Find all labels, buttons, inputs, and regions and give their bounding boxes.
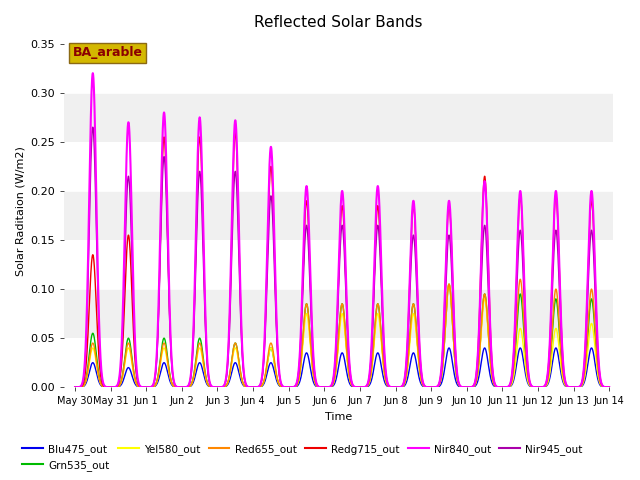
Yel580_out bbox=[180, 384, 188, 390]
Redg715_out bbox=[180, 384, 188, 390]
Line: Redg715_out: Redg715_out bbox=[75, 132, 609, 387]
Bar bbox=[65, 93, 613, 142]
Blu475_out bbox=[604, 384, 611, 390]
Title: Reflected Solar Bands: Reflected Solar Bands bbox=[254, 15, 423, 30]
Y-axis label: Solar Raditaion (W/m2): Solar Raditaion (W/m2) bbox=[15, 145, 25, 276]
Nir840_out bbox=[180, 384, 188, 390]
Yel580_out bbox=[186, 384, 193, 390]
Red655_out bbox=[604, 384, 611, 390]
X-axis label: Time: Time bbox=[325, 412, 352, 422]
Grn535_out bbox=[271, 365, 279, 371]
Nir840_out bbox=[605, 384, 613, 390]
Line: Blu475_out: Blu475_out bbox=[75, 348, 609, 387]
Nir840_out bbox=[71, 384, 79, 390]
Blu475_out bbox=[186, 384, 193, 390]
Nir945_out bbox=[186, 381, 193, 387]
Nir840_out bbox=[186, 380, 193, 386]
Line: Yel580_out: Yel580_out bbox=[75, 284, 609, 387]
Redg715_out bbox=[232, 129, 239, 135]
Grn535_out bbox=[604, 384, 611, 390]
Yel580_out bbox=[445, 281, 453, 287]
Blu475_out bbox=[605, 384, 613, 390]
Red655_out bbox=[516, 276, 524, 282]
Nir945_out bbox=[180, 384, 188, 390]
Nir840_out bbox=[604, 384, 611, 390]
Nir945_out bbox=[604, 384, 611, 390]
Redg715_out bbox=[492, 383, 499, 388]
Yel580_out bbox=[605, 384, 613, 390]
Nir945_out bbox=[605, 384, 613, 390]
Nir945_out bbox=[416, 355, 424, 361]
Grn535_out bbox=[180, 384, 188, 390]
Nir840_out bbox=[271, 264, 279, 269]
Blu475_out bbox=[180, 384, 188, 390]
Red655_out bbox=[416, 367, 424, 373]
Nir840_out bbox=[492, 383, 500, 388]
Yel580_out bbox=[492, 384, 499, 389]
Legend: Blu475_out, Grn535_out, Yel580_out, Red655_out, Redg715_out, Nir840_out, Nir945_: Blu475_out, Grn535_out, Yel580_out, Red6… bbox=[18, 439, 587, 475]
Yel580_out bbox=[271, 364, 279, 370]
Line: Nir840_out: Nir840_out bbox=[75, 73, 609, 387]
Grn535_out bbox=[250, 384, 257, 390]
Grn535_out bbox=[186, 384, 193, 389]
Nir945_out bbox=[271, 288, 279, 294]
Redg715_out bbox=[186, 381, 193, 386]
Blu475_out bbox=[445, 345, 453, 351]
Grn535_out bbox=[445, 281, 453, 287]
Line: Red655_out: Red655_out bbox=[75, 279, 609, 387]
Redg715_out bbox=[604, 384, 611, 390]
Blu475_out bbox=[492, 384, 500, 390]
Text: BA_arable: BA_arable bbox=[72, 46, 143, 60]
Red655_out bbox=[186, 384, 193, 389]
Red655_out bbox=[492, 384, 499, 389]
Line: Grn535_out: Grn535_out bbox=[75, 284, 609, 387]
Grn535_out bbox=[605, 384, 613, 390]
Red655_out bbox=[271, 361, 279, 367]
Grn535_out bbox=[492, 384, 500, 389]
Grn535_out bbox=[416, 368, 424, 373]
Redg715_out bbox=[416, 348, 424, 354]
Nir840_out bbox=[416, 348, 424, 354]
Yel580_out bbox=[604, 384, 611, 390]
Nir945_out bbox=[89, 124, 97, 130]
Nir945_out bbox=[71, 384, 79, 390]
Yel580_out bbox=[416, 369, 424, 375]
Blu475_out bbox=[107, 384, 115, 390]
Yel580_out bbox=[71, 384, 79, 390]
Redg715_out bbox=[605, 384, 613, 390]
Nir840_out bbox=[89, 71, 97, 76]
Redg715_out bbox=[271, 273, 279, 279]
Blu475_out bbox=[271, 372, 279, 378]
Redg715_out bbox=[71, 384, 79, 390]
Nir945_out bbox=[392, 384, 399, 390]
Blu475_out bbox=[71, 384, 79, 390]
Bar bbox=[65, 289, 613, 338]
Red655_out bbox=[605, 384, 613, 390]
Nir945_out bbox=[492, 383, 500, 389]
Nir840_out bbox=[392, 384, 399, 390]
Bar bbox=[65, 191, 613, 240]
Red655_out bbox=[71, 384, 79, 390]
Grn535_out bbox=[71, 384, 79, 390]
Line: Nir945_out: Nir945_out bbox=[75, 127, 609, 387]
Blu475_out bbox=[416, 377, 424, 383]
Red655_out bbox=[180, 384, 188, 390]
